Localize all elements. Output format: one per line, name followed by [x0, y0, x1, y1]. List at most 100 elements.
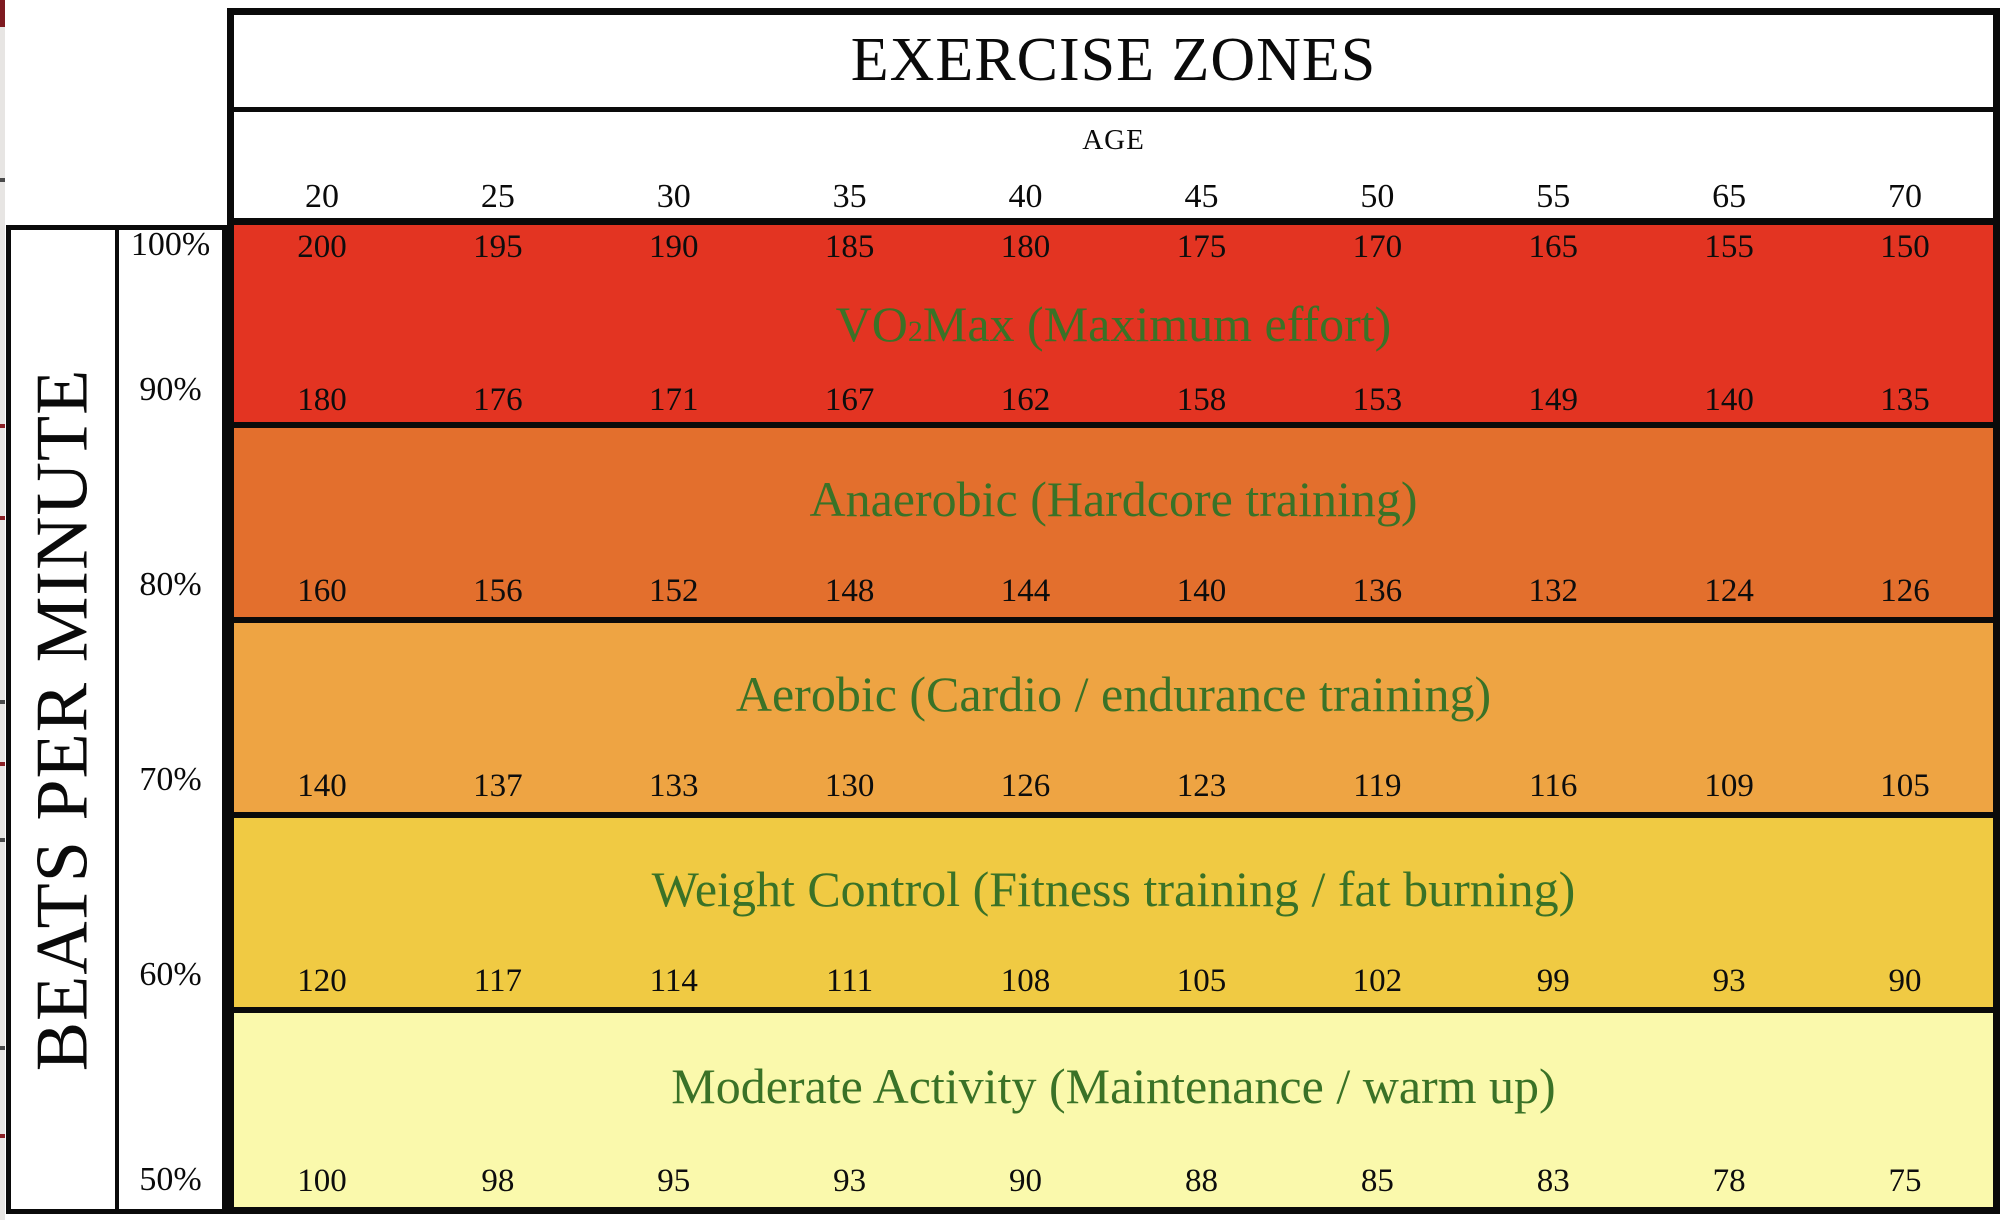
- zone-label-text: Max (Maximum effort): [922, 295, 1392, 352]
- bpm-value: 160: [297, 573, 347, 609]
- bpm-value: 75: [1888, 1163, 1922, 1199]
- zone-label-anaerobic: Anaerobic (Hardcore training): [809, 470, 1418, 527]
- screen-edge-artifact-mark: [0, 178, 5, 182]
- bpm-value: 111: [826, 963, 874, 999]
- bpm-value: 105: [1176, 963, 1227, 999]
- age-axis-label: AGE: [1082, 124, 1145, 156]
- bpm-value: 88: [1184, 1163, 1218, 1199]
- bpm-value: 133: [648, 768, 699, 804]
- age-tick: 20: [304, 178, 339, 215]
- bpm-value: 195: [473, 229, 523, 265]
- bpm-value: 119: [1353, 768, 1402, 804]
- bpm-value: 167: [824, 382, 875, 418]
- bpm-value: 200: [297, 229, 347, 265]
- bpm-value: 148: [824, 573, 875, 609]
- zone-bands: 200 195 190 185 180 175 170 165 155 150 …: [234, 225, 1993, 1207]
- bpm-value: 136: [1352, 573, 1403, 609]
- age-tick: 70: [1888, 178, 1923, 215]
- bpm-value: 90: [1009, 1163, 1043, 1199]
- bpm-value: 185: [824, 229, 875, 265]
- chart-title: EXERCISE ZONES: [234, 15, 1993, 112]
- bpm-value: 105: [1880, 768, 1930, 804]
- bpm-value: 85: [1360, 1163, 1394, 1199]
- bpm-value: 140: [297, 768, 347, 804]
- bpm-value: 124: [1704, 573, 1754, 609]
- zones-table: EXERCISE ZONES AGE 20 25 30 35 40 45 50 …: [227, 8, 2000, 1214]
- bpm-value: 165: [1528, 229, 1578, 265]
- bpm-value: 99: [1536, 963, 1570, 999]
- age-tick: 50: [1360, 178, 1395, 215]
- age-tick: 40: [1008, 178, 1043, 215]
- bpm-row-90pct: 180 176 171 167 162 158 153 149 140 135: [234, 378, 1993, 422]
- zone-aerobic: Aerobic (Cardio / endurance training) 14…: [234, 623, 1993, 818]
- bpm-value: 98: [481, 1163, 515, 1199]
- bpm-value: 116: [1529, 768, 1578, 804]
- screen-edge-artifact-mark: [0, 1134, 5, 1138]
- age-tick: 25: [480, 178, 515, 215]
- bpm-value: 132: [1528, 573, 1578, 609]
- bpm-value: 176: [473, 382, 523, 418]
- bpm-value: 171: [648, 382, 699, 418]
- age-tick-row: 20 25 30 35 40 45 50 55 65 70: [234, 175, 1993, 219]
- bpm-row-50pct: 100 98 95 93 90 88 85 83 78 75: [234, 1159, 1993, 1203]
- zone-vo2-max: 200 195 190 185 180 175 170 165 155 150 …: [234, 225, 1993, 428]
- bpm-value: 144: [1000, 573, 1051, 609]
- bpm-value: 156: [473, 573, 523, 609]
- zone-label-text: VO: [835, 295, 908, 352]
- percent-tick-60: 60%: [139, 956, 202, 993]
- bpm-value: 78: [1712, 1163, 1746, 1199]
- bpm-value: 153: [1352, 382, 1403, 418]
- bpm-row-60pct: 120 117 114 111 108 105 102 99 93 90: [234, 959, 1993, 1003]
- bpm-value: 83: [1536, 1163, 1570, 1199]
- screen-edge-artifact-mark: [0, 516, 5, 520]
- bpm-row-80pct: 160 156 152 148 144 140 136 132 124 126: [234, 569, 1993, 613]
- screen-edge-artifact-mark: [0, 700, 5, 704]
- bpm-value: 140: [1176, 573, 1227, 609]
- screen-edge-artifact-mark: [0, 424, 5, 428]
- age-tick: 65: [1712, 178, 1747, 215]
- bpm-value: 190: [648, 229, 699, 265]
- percent-tick-90: 90%: [139, 371, 202, 408]
- zone-weight-control: Weight Control (Fitness training / fat b…: [234, 818, 1993, 1013]
- y-axis-label: BEATS PER MINUTE: [21, 368, 104, 1071]
- bpm-value: 180: [1000, 229, 1051, 265]
- zone-label-vo2-max: VO 2 Max (Maximum effort): [835, 295, 1392, 352]
- bpm-value: 123: [1176, 768, 1227, 804]
- bpm-value: 90: [1888, 963, 1922, 999]
- percent-tick-50: 50%: [139, 1161, 202, 1198]
- bpm-value: 130: [824, 768, 875, 804]
- bpm-value: 140: [1704, 382, 1754, 418]
- bpm-value: 120: [297, 963, 347, 999]
- bpm-value: 150: [1880, 229, 1930, 265]
- age-header-row: AGE 20 25 30 35 40 45 50 55 65 70: [234, 112, 1993, 225]
- age-tick: 55: [1536, 178, 1571, 215]
- percent-tick-80: 80%: [139, 566, 202, 603]
- bpm-value: 126: [1880, 573, 1930, 609]
- bpm-value: 109: [1704, 768, 1754, 804]
- bpm-value: 137: [473, 768, 523, 804]
- screen-edge-artifact-mark: [0, 838, 5, 842]
- bpm-row-70pct: 140 137 133 130 126 123 119 116 109 105: [234, 764, 1993, 808]
- bpm-value: 93: [1712, 963, 1746, 999]
- bpm-value: 102: [1352, 963, 1403, 999]
- bpm-value: 152: [648, 573, 699, 609]
- bpm-value: 93: [833, 1163, 867, 1199]
- bpm-value: 100: [297, 1163, 347, 1199]
- zone-anaerobic: Anaerobic (Hardcore training) 160 156 15…: [234, 428, 1993, 623]
- zone-moderate-activity: Moderate Activity (Maintenance / warm up…: [234, 1013, 1993, 1207]
- bpm-value: 162: [1000, 382, 1051, 418]
- screen-edge-artifact-mark: [0, 1046, 5, 1050]
- percent-tick-70: 70%: [139, 761, 202, 798]
- zone-label-aerobic: Aerobic (Cardio / endurance training): [735, 665, 1492, 722]
- bpm-value: 135: [1880, 382, 1930, 418]
- y-axis-label-column: BEATS PER MINUTE: [11, 230, 119, 1209]
- age-tick: 35: [832, 178, 867, 215]
- screen-edge-artifact: [0, 0, 5, 1220]
- percent-tick-100: 100%: [130, 226, 211, 263]
- zone-label-moderate-activity: Moderate Activity (Maintenance / warm up…: [671, 1058, 1556, 1114]
- screen-edge-artifact-mark: [0, 762, 5, 766]
- bpm-value: 180: [297, 382, 347, 418]
- age-tick: 30: [656, 178, 691, 215]
- bpm-value: 117: [473, 963, 522, 999]
